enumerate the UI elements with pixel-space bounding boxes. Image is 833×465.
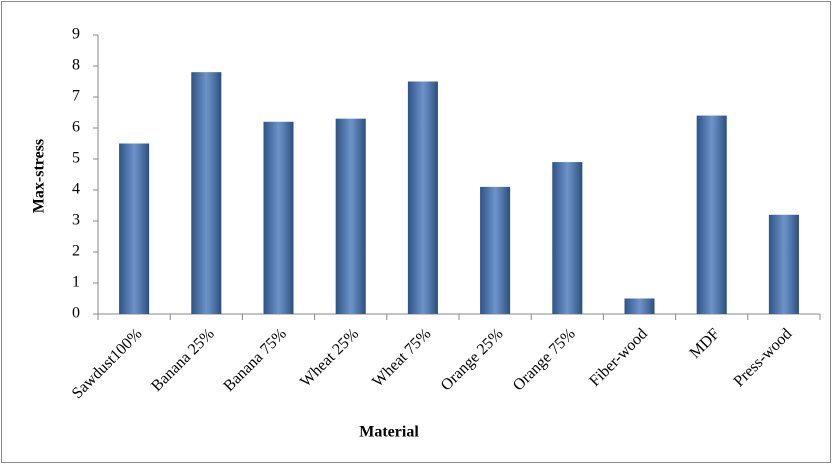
y-tick-label: 2 <box>72 243 80 260</box>
y-axis-label: Max-stress <box>31 139 48 213</box>
bar <box>263 121 294 314</box>
y-tick-label: 4 <box>72 181 80 198</box>
y-tick-label: 8 <box>72 57 80 74</box>
bar <box>191 72 222 314</box>
y-tick-label: 1 <box>72 274 80 291</box>
bar <box>624 298 655 314</box>
bar <box>335 118 366 314</box>
y-tick-label: 6 <box>72 119 80 136</box>
bar <box>407 81 438 314</box>
y-tick-label: 5 <box>72 150 80 167</box>
bar <box>552 162 583 314</box>
bar <box>696 115 727 314</box>
x-axis-label: Material <box>359 424 419 441</box>
bar <box>480 186 511 314</box>
y-tick-label: 9 <box>72 26 80 43</box>
bar <box>768 214 799 314</box>
y-tick-label: 3 <box>72 212 80 229</box>
y-tick-label: 0 <box>72 305 80 322</box>
bar <box>119 143 150 314</box>
y-tick-label: 7 <box>72 88 80 105</box>
